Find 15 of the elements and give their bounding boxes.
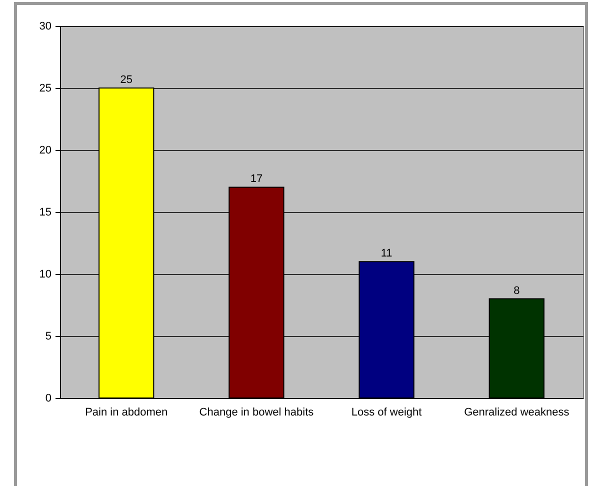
- y-tick-label: 5: [45, 330, 52, 342]
- data-label: 8: [514, 284, 520, 297]
- y-tick-label: 20: [39, 144, 52, 156]
- y-tick-label: 15: [39, 206, 52, 218]
- y-tick-label: 10: [39, 268, 52, 280]
- x-tick-label: Loss of weight: [351, 406, 422, 418]
- y-tick-label: 30: [39, 20, 52, 32]
- data-label: 17: [250, 173, 263, 186]
- data-label: 11: [380, 248, 392, 260]
- x-tick-label: Change in bowel habits: [199, 406, 314, 418]
- y-tick-label: 25: [39, 82, 52, 94]
- x-tick-label: Pain in abdomen: [85, 406, 168, 418]
- y-tick-label: 0: [45, 392, 52, 404]
- x-tick-label: Genralized weakness: [464, 406, 570, 418]
- data-label: 25: [120, 74, 132, 86]
